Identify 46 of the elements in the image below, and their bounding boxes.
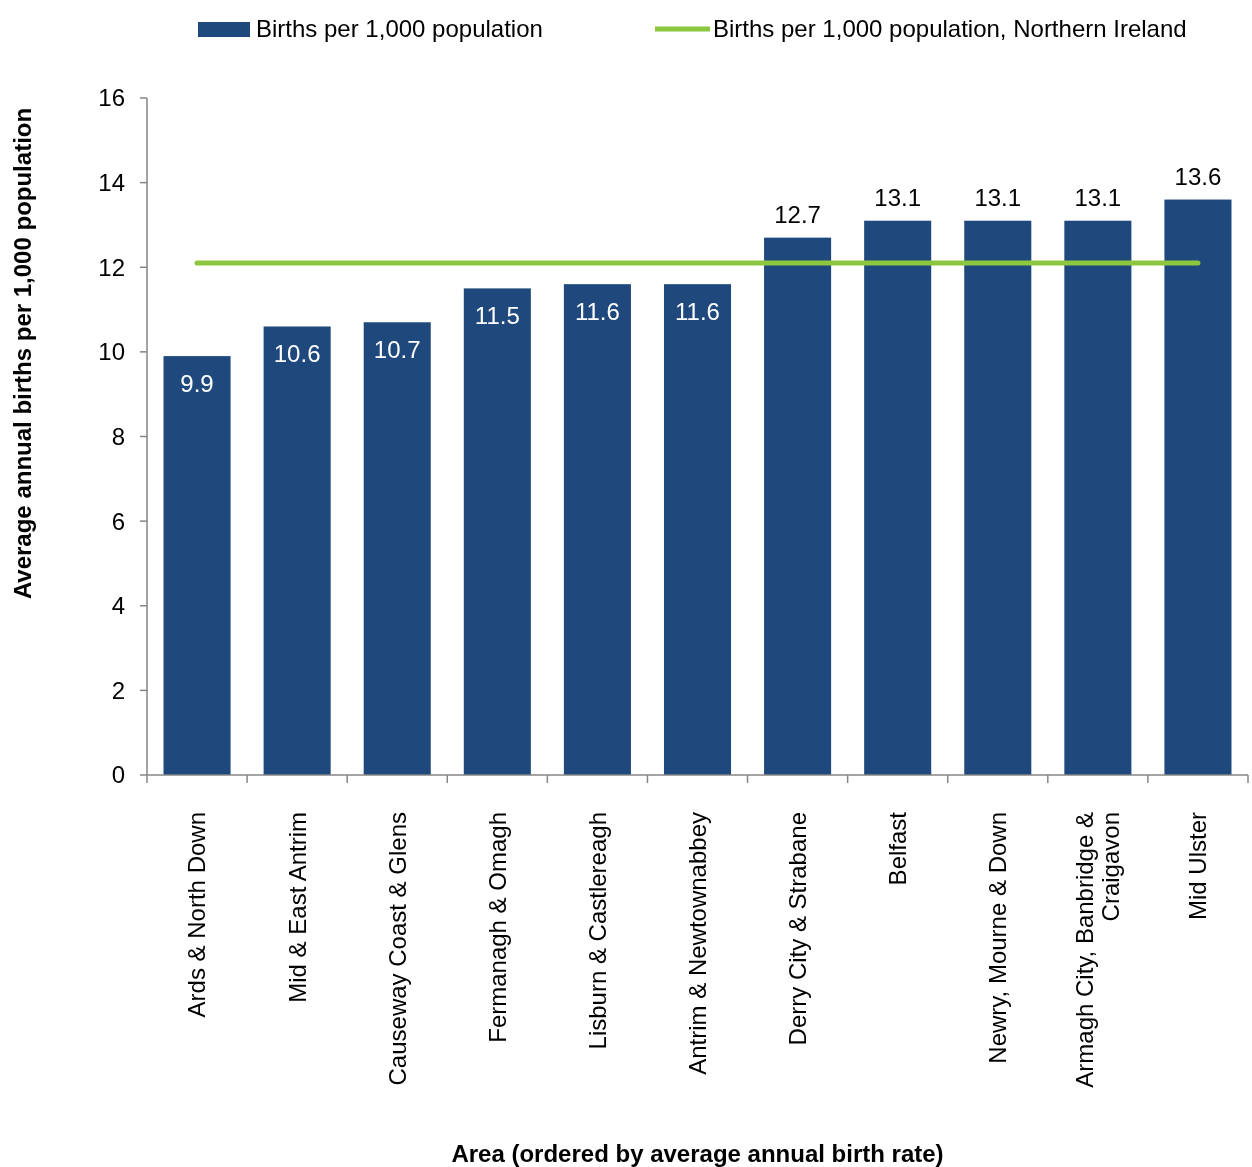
x-tick-label: Fermanagh & Omagh [483,812,511,1043]
bar [964,220,1032,775]
x-tick-label: Mid Ulster [1184,812,1212,921]
y-tick-label: 12 [98,253,125,281]
y-tick-label: 4 [111,592,125,620]
bar [1064,220,1132,775]
data-label: 12.7 [774,200,821,228]
bar [363,322,431,775]
data-label: 11.6 [675,298,720,326]
x-tick-label: Newry, Mourne & Down [984,812,1012,1064]
x-tick-label: Derry City & Strabane [783,812,811,1046]
y-tick-label: 0 [111,761,125,789]
y-tick-label: 16 [98,84,125,112]
x-axis-title: Area (ordered by average annual birth rate) [451,1140,944,1167]
x-tick-label: Ards & North Down [183,812,211,1018]
data-label: 10.6 [273,340,321,368]
y-tick-label: 8 [111,422,125,450]
data-label: 13.1 [974,183,1022,211]
x-tick-label: Causeway Coast & Glens [383,812,411,1086]
data-label: 10.7 [373,336,421,364]
x-tick-label: Mid & East Antrim [283,812,311,1003]
data-label: 13.6 [1174,162,1222,190]
bar [563,284,631,775]
y-tick-label: 6 [111,507,125,535]
y-axis-title: Average annual births per 1,000 population [9,107,36,600]
bar [263,326,331,775]
bar [764,237,832,775]
y-tick-label: 14 [98,169,125,197]
data-label: 13.1 [1074,183,1122,211]
data-label: 11.6 [574,298,620,326]
x-tick-label: Armagh City, Banbridge & Craigavon [1071,812,1125,1088]
y-tick-label: 2 [111,676,125,704]
y-tick-label: 10 [98,338,125,366]
data-label: 11.5 [474,302,520,330]
legend-label: Births per 1,000 population [256,15,543,43]
bar [163,356,231,775]
legend-label: Births per 1,000 population, Northern Ireland [713,15,1187,43]
x-tick-label: Antrim & Newtownabbey [683,812,711,1075]
data-label: 9.9 [180,370,214,398]
data-label: 13.1 [874,183,922,211]
x-tick-label: Belfast [884,811,912,886]
x-tick-label: Lisburn & Castlereagh [583,812,611,1050]
bar [864,220,932,775]
bar [463,288,531,775]
bar [663,284,732,775]
bar [1164,199,1232,775]
